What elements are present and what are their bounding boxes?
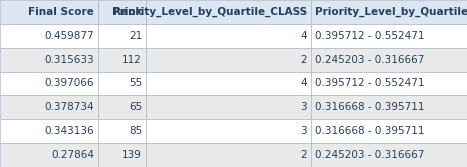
Bar xyxy=(146,48,311,72)
Text: 0.343136: 0.343136 xyxy=(44,126,94,136)
Text: 3: 3 xyxy=(300,102,307,112)
Text: 0.245203 - 0.316667: 0.245203 - 0.316667 xyxy=(315,150,425,160)
Bar xyxy=(98,72,146,95)
Text: Priority_Level_by_Quartile_RANGE: Priority_Level_by_Quartile_RANGE xyxy=(315,7,467,17)
Text: 21: 21 xyxy=(129,31,142,41)
Bar xyxy=(311,48,467,72)
Text: 65: 65 xyxy=(129,102,142,112)
Text: 139: 139 xyxy=(122,150,142,160)
Bar xyxy=(146,143,311,167)
Text: 0.315633: 0.315633 xyxy=(44,55,94,65)
Bar xyxy=(311,0,467,24)
Bar xyxy=(98,95,146,119)
Text: 2: 2 xyxy=(300,55,307,65)
Bar xyxy=(98,119,146,143)
Bar xyxy=(0,0,98,24)
Bar xyxy=(98,143,146,167)
Bar xyxy=(311,72,467,95)
Text: 0.316668 - 0.395711: 0.316668 - 0.395711 xyxy=(315,126,425,136)
Bar xyxy=(0,72,98,95)
Bar xyxy=(98,0,146,24)
Bar xyxy=(0,143,98,167)
Text: Priority_Level_by_Quartile_CLASS: Priority_Level_by_Quartile_CLASS xyxy=(112,7,307,17)
Text: 2: 2 xyxy=(300,150,307,160)
Bar xyxy=(146,0,311,24)
Text: 112: 112 xyxy=(122,55,142,65)
Text: 4: 4 xyxy=(300,31,307,41)
Bar xyxy=(0,24,98,48)
Text: 3: 3 xyxy=(300,126,307,136)
Bar xyxy=(311,119,467,143)
Bar xyxy=(146,95,311,119)
Text: 0.378734: 0.378734 xyxy=(44,102,94,112)
Text: 85: 85 xyxy=(129,126,142,136)
Text: Rank: Rank xyxy=(113,7,142,17)
Text: 4: 4 xyxy=(300,78,307,89)
Bar xyxy=(311,95,467,119)
Bar xyxy=(98,48,146,72)
Bar xyxy=(311,143,467,167)
Bar xyxy=(0,119,98,143)
Text: 0.395712 - 0.552471: 0.395712 - 0.552471 xyxy=(315,78,425,89)
Text: Final Score: Final Score xyxy=(28,7,94,17)
Text: 0.245203 - 0.316667: 0.245203 - 0.316667 xyxy=(315,55,425,65)
Text: 0.459877: 0.459877 xyxy=(44,31,94,41)
Bar xyxy=(146,72,311,95)
Bar xyxy=(311,24,467,48)
Bar xyxy=(98,24,146,48)
Bar xyxy=(146,119,311,143)
Text: 0.395712 - 0.552471: 0.395712 - 0.552471 xyxy=(315,31,425,41)
Bar xyxy=(146,24,311,48)
Text: 0.27864: 0.27864 xyxy=(51,150,94,160)
Text: 0.397066: 0.397066 xyxy=(44,78,94,89)
Text: 55: 55 xyxy=(129,78,142,89)
Bar xyxy=(0,95,98,119)
Text: 0.316668 - 0.395711: 0.316668 - 0.395711 xyxy=(315,102,425,112)
Bar xyxy=(0,48,98,72)
